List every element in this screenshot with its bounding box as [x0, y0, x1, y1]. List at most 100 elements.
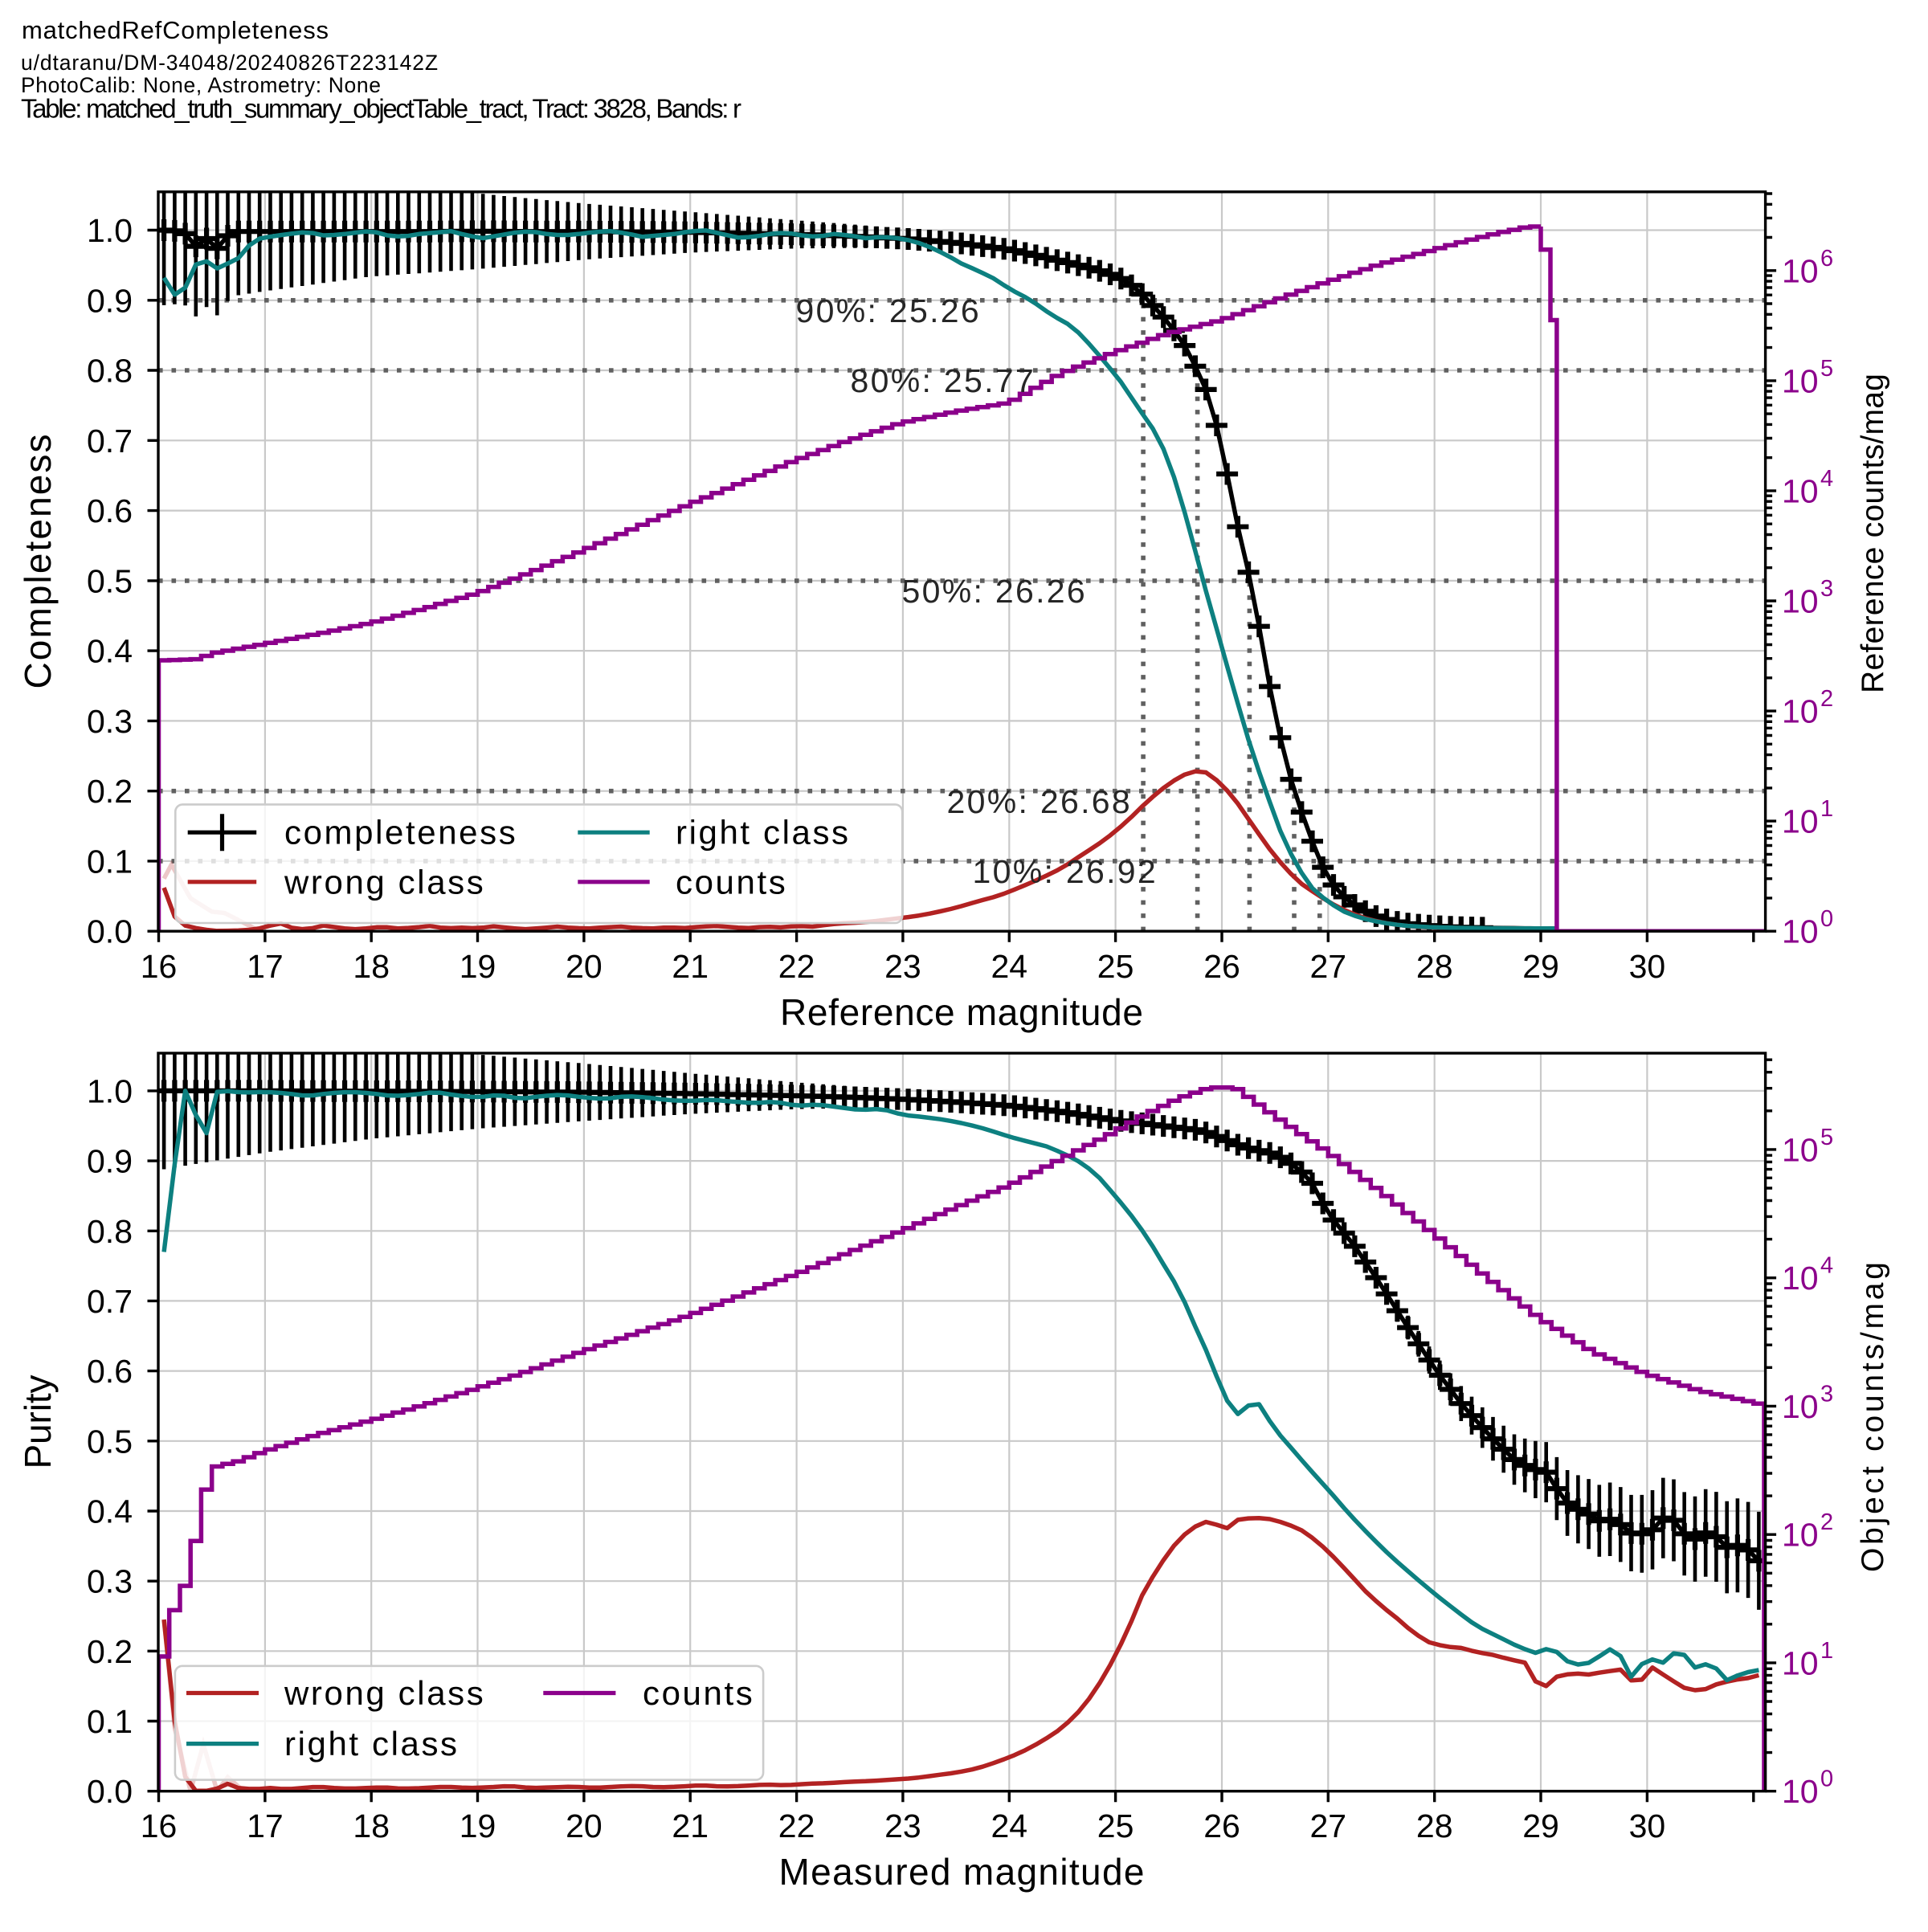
svg-text:3: 3: [1820, 576, 1833, 602]
svg-text:1: 1: [1820, 796, 1833, 822]
svg-text:30: 30: [1629, 948, 1666, 985]
svg-text:2: 2: [1820, 686, 1833, 712]
svg-text:wrong class: wrong class: [284, 1674, 485, 1712]
svg-text:26: 26: [1203, 1807, 1240, 1844]
svg-text:26: 26: [1203, 948, 1240, 985]
svg-text:0.8: 0.8: [87, 353, 133, 390]
svg-text:30: 30: [1629, 1807, 1666, 1844]
svg-text:Object counts/mag: Object counts/mag: [1856, 1262, 1890, 1572]
svg-text:10: 10: [1782, 913, 1819, 950]
svg-text:0.4: 0.4: [87, 633, 133, 670]
svg-text:25: 25: [1097, 948, 1134, 985]
svg-text:0: 0: [1820, 906, 1833, 932]
svg-text:18: 18: [353, 1807, 390, 1844]
svg-text:0.0: 0.0: [87, 913, 133, 950]
svg-text:10: 10: [1782, 1644, 1819, 1681]
svg-text:0.3: 0.3: [87, 703, 133, 740]
svg-text:21: 21: [672, 1807, 709, 1844]
svg-text:20%: 26.68: 20%: 26.68: [947, 783, 1132, 820]
svg-text:29: 29: [1522, 1807, 1559, 1844]
svg-text:20: 20: [566, 1807, 602, 1844]
svg-text:0.5: 0.5: [87, 562, 133, 599]
svg-text:23: 23: [884, 1807, 921, 1844]
svg-text:10: 10: [1782, 472, 1819, 509]
svg-text:90%: 25.26: 90%: 25.26: [796, 292, 981, 329]
svg-text:28: 28: [1416, 948, 1453, 985]
svg-text:0.2: 0.2: [87, 773, 133, 810]
svg-text:10: 10: [1782, 252, 1819, 289]
svg-text:50%: 26.26: 50%: 26.26: [902, 573, 1087, 610]
svg-text:21: 21: [672, 948, 709, 985]
svg-text:25: 25: [1097, 1807, 1134, 1844]
svg-text:5: 5: [1820, 356, 1833, 382]
svg-text:0.4: 0.4: [87, 1493, 133, 1530]
svg-text:24: 24: [991, 948, 1027, 985]
svg-text:right class: right class: [284, 1725, 460, 1762]
svg-text:5: 5: [1820, 1125, 1833, 1150]
svg-text:19: 19: [460, 948, 496, 985]
svg-text:22: 22: [778, 948, 815, 985]
svg-text:10: 10: [1782, 362, 1819, 399]
svg-text:17: 17: [247, 1807, 284, 1844]
svg-text:0.7: 0.7: [87, 423, 133, 460]
svg-text:4: 4: [1820, 466, 1833, 492]
svg-text:3: 3: [1820, 1381, 1833, 1407]
svg-text:0.2: 0.2: [87, 1633, 133, 1670]
svg-text:10: 10: [1782, 693, 1819, 730]
svg-text:16: 16: [141, 1807, 178, 1844]
svg-text:Reference magnitude: Reference magnitude: [780, 991, 1143, 1033]
svg-text:0.3: 0.3: [87, 1563, 133, 1600]
svg-text:completeness: completeness: [284, 814, 517, 852]
svg-text:0.7: 0.7: [87, 1283, 133, 1320]
svg-text:16: 16: [141, 948, 178, 985]
svg-text:0.8: 0.8: [87, 1213, 133, 1250]
svg-text:Measured magnitude: Measured magnitude: [779, 1851, 1145, 1893]
svg-text:0.5: 0.5: [87, 1423, 133, 1460]
svg-text:1.0: 1.0: [87, 1072, 133, 1109]
svg-text:4: 4: [1820, 1253, 1833, 1279]
svg-text:27: 27: [1309, 1807, 1346, 1844]
svg-text:10: 10: [1782, 1388, 1819, 1425]
svg-text:27: 27: [1309, 948, 1346, 985]
svg-text:10%: 26.92: 10%: 26.92: [973, 853, 1158, 890]
svg-text:23: 23: [884, 948, 921, 985]
svg-text:10: 10: [1782, 1131, 1819, 1168]
svg-text:24: 24: [991, 1807, 1027, 1844]
svg-text:0.6: 0.6: [87, 492, 133, 529]
svg-text:1.0: 1.0: [87, 212, 133, 249]
svg-text:10: 10: [1782, 1260, 1819, 1297]
svg-text:18: 18: [353, 948, 390, 985]
svg-text:0.6: 0.6: [87, 1353, 133, 1390]
svg-text:20: 20: [566, 948, 602, 985]
svg-text:0.9: 0.9: [87, 1143, 133, 1180]
svg-text:19: 19: [460, 1807, 496, 1844]
svg-text:0.9: 0.9: [87, 282, 133, 319]
svg-text:10: 10: [1782, 803, 1819, 840]
svg-text:u/dtaranu/DM-34048/20240826T22: u/dtaranu/DM-34048/20240826T223142Z: [21, 51, 438, 75]
svg-text:Completeness: Completeness: [17, 435, 59, 689]
svg-text:29: 29: [1522, 948, 1559, 985]
svg-text:right class: right class: [676, 814, 851, 852]
svg-text:PhotoCalib: None, Astrometry:: PhotoCalib: None, Astrometry: None: [21, 73, 381, 97]
svg-text:Table: matched_truth_summary_o: Table: matched_truth_summary_objectTable…: [21, 94, 741, 124]
svg-text:Purity: Purity: [17, 1375, 59, 1469]
svg-text:0.1: 0.1: [87, 1703, 133, 1740]
svg-text:0.0: 0.0: [87, 1773, 133, 1810]
svg-text:wrong class: wrong class: [284, 863, 485, 901]
svg-text:0: 0: [1820, 1767, 1833, 1792]
svg-text:counts: counts: [643, 1674, 754, 1712]
svg-text:10: 10: [1782, 1773, 1819, 1810]
svg-text:2: 2: [1820, 1509, 1833, 1535]
svg-text:10: 10: [1782, 583, 1819, 620]
svg-text:28: 28: [1416, 1807, 1453, 1844]
svg-text:17: 17: [247, 948, 284, 985]
svg-text:0.1: 0.1: [87, 843, 133, 880]
svg-text:matchedRefCompleteness: matchedRefCompleteness: [22, 16, 329, 44]
svg-text:1: 1: [1820, 1638, 1833, 1664]
svg-text:80%: 25.77: 80%: 25.77: [851, 362, 1035, 399]
svg-text:Reference counts/mag: Reference counts/mag: [1856, 374, 1890, 693]
svg-text:10: 10: [1782, 1517, 1819, 1554]
svg-text:6: 6: [1820, 246, 1833, 272]
svg-text:counts: counts: [676, 863, 787, 901]
svg-text:22: 22: [778, 1807, 815, 1844]
